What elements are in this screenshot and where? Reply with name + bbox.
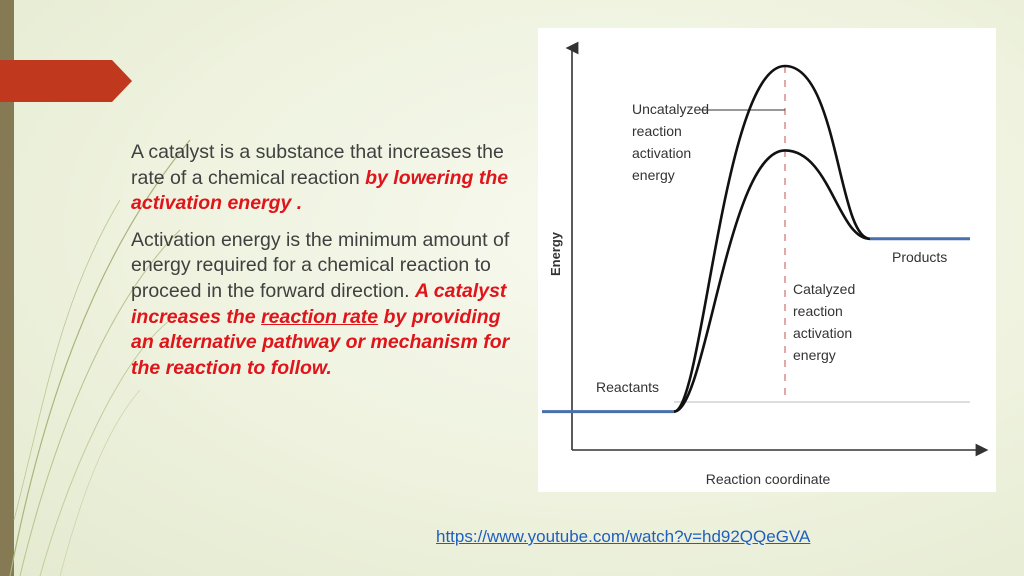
catalyzed-annotation-line-2: reaction [793,303,843,319]
title-tab [0,60,132,102]
paragraph-1-highlight: by lowering the activation energy . [131,166,509,215]
uncatalyzed-annotation: Uncatalyzed reaction activation energy [632,101,709,183]
decorative-curves [9,139,191,576]
youtube-link[interactable]: https://www.youtube.com/watch?v=hd92QQeG… [436,527,811,546]
catalyzed-curve [673,149,871,413]
products-label: Products [892,249,947,265]
catalyzed-annotation-line-1: Catalyzed [793,281,855,297]
paragraph-2: Activation energy is the minimum amount … [131,228,511,382]
paragraph-2-highlight-a: A catalyst increases the [131,279,507,328]
reaction-rate-link[interactable]: reaction rate [261,305,379,328]
energy-diagram-svg: Energy Reaction coordinate Reactants Pro… [542,41,989,487]
catalyzed-annotation-line-4: energy [793,347,836,363]
paragraph-2-highlight-b: by providing an alternative pathway or m… [131,305,510,379]
uncatalyzed-annotation-line-2: reaction [632,123,682,139]
uncatalyzed-annotation-line-4: energy [632,167,675,183]
energy-diagram: Energy Reaction coordinate Reactants Pro… [538,28,996,492]
paragraph-1: A catalyst is a substance that increases… [131,140,511,217]
text-block: A catalyst is a substance that increases… [131,140,511,392]
reactants-label: Reactants [596,379,659,395]
paragraph-2-text: Activation energy is the minimum amount … [131,228,510,302]
uncatalyzed-annotation-line-1: Uncatalyzed [632,101,709,117]
x-axis-label: Reaction coordinate [706,471,831,487]
uncatalyzed-annotation-line-3: activation [632,145,691,161]
catalyzed-annotation: Catalyzed reaction activation energy [793,281,855,363]
uncatalyzed-curve [673,64,871,413]
paragraph-1-text: A catalyst is a substance that increases… [131,141,504,189]
y-axis-label: Energy [548,231,563,276]
catalyzed-annotation-line-3: activation [793,325,852,341]
left-accent-bar [0,0,14,576]
